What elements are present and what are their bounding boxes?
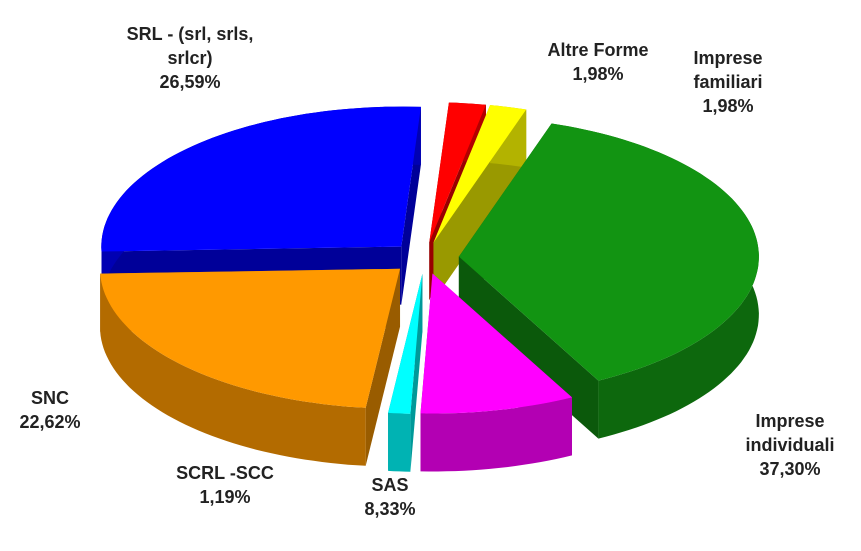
slice-top [388, 273, 423, 414]
value-label: 8,33% [364, 499, 416, 519]
slice-label: SNC 22,62% [0, 386, 120, 434]
category-label: Imprese individuali [745, 411, 835, 455]
slice-label: SCRL -SCC 1,19% [155, 461, 295, 509]
category-label: SAS [371, 475, 409, 495]
slice-top [420, 273, 572, 414]
slice-wall [100, 273, 366, 466]
slice [458, 123, 759, 439]
slice-label: Imprese familiari 1,98% [673, 46, 783, 118]
slice-top [101, 106, 421, 252]
category-label: SRL - (srl, srls, srlcr) [126, 24, 254, 68]
category-label: SNC [30, 388, 69, 408]
value-label: 37,30% [759, 459, 821, 479]
slice-top [458, 123, 759, 381]
value-label: 22,62% [19, 412, 81, 432]
slice-top [433, 105, 527, 243]
slice [100, 268, 401, 466]
value-label: 1,19% [199, 487, 251, 507]
slice-top [429, 102, 486, 243]
slice-top [100, 268, 401, 408]
slice-label: SAS 8,33% [320, 473, 460, 521]
slice-label: Imprese individuali 37,30% [735, 409, 845, 481]
slice [388, 273, 423, 472]
slice [433, 105, 527, 301]
slice-label: Altre Forme 1,98% [528, 38, 668, 86]
slice [101, 106, 421, 310]
slice [420, 273, 572, 472]
category-label: Imprese familiari [693, 48, 763, 92]
slice-wall [420, 397, 572, 472]
value-label: 26,59% [159, 72, 221, 92]
category-label: Altre Forme [547, 40, 649, 60]
slice-wall [388, 412, 411, 472]
value-label: 1,98% [702, 96, 754, 116]
category-label: SCRL -SCC [176, 463, 274, 483]
slice-label: SRL - (srl, srls, srlcr) 26,59% [105, 22, 275, 94]
value-label: 1,98% [572, 64, 624, 84]
